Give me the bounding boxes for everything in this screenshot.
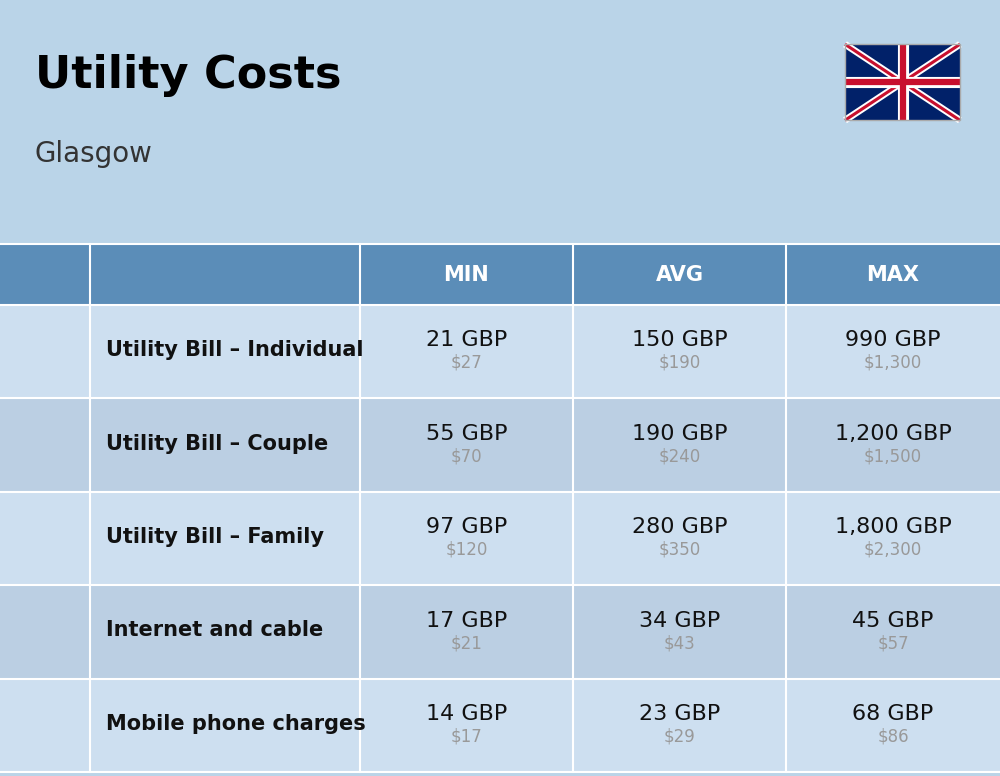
Text: 23 GBP: 23 GBP xyxy=(639,704,720,724)
Text: MAX: MAX xyxy=(866,265,919,285)
Text: 1,200 GBP: 1,200 GBP xyxy=(835,424,951,444)
Text: 55 GBP: 55 GBP xyxy=(426,424,507,444)
Text: $1,300: $1,300 xyxy=(864,354,922,372)
Text: Utility Bill – Individual: Utility Bill – Individual xyxy=(106,340,364,360)
Text: 45 GBP: 45 GBP xyxy=(852,611,934,631)
Bar xyxy=(845,44,960,120)
Text: $120: $120 xyxy=(445,541,488,559)
Text: 21 GBP: 21 GBP xyxy=(426,331,507,351)
Text: MIN: MIN xyxy=(444,265,489,285)
Text: Glasgow: Glasgow xyxy=(35,140,153,168)
Bar xyxy=(0,398,1000,492)
Text: 68 GBP: 68 GBP xyxy=(852,704,934,724)
Text: Utility Bill – Family: Utility Bill – Family xyxy=(106,527,324,547)
Text: $43: $43 xyxy=(664,634,695,652)
Text: 150 GBP: 150 GBP xyxy=(632,331,727,351)
Bar xyxy=(0,679,1000,772)
Text: Utility Costs: Utility Costs xyxy=(35,54,342,97)
Text: $2,300: $2,300 xyxy=(864,541,922,559)
Text: 14 GBP: 14 GBP xyxy=(426,704,507,724)
Bar xyxy=(0,305,1000,398)
Text: $57: $57 xyxy=(877,634,909,652)
Bar xyxy=(845,44,960,120)
Text: Internet and cable: Internet and cable xyxy=(106,621,323,640)
Text: $190: $190 xyxy=(658,354,701,372)
Text: 97 GBP: 97 GBP xyxy=(426,518,507,537)
Text: Utility Bill – Couple: Utility Bill – Couple xyxy=(106,434,328,453)
Text: $240: $240 xyxy=(658,447,701,466)
Text: $1,500: $1,500 xyxy=(864,447,922,466)
Text: $27: $27 xyxy=(451,354,482,372)
Text: 190 GBP: 190 GBP xyxy=(632,424,727,444)
Text: 17 GBP: 17 GBP xyxy=(426,611,507,631)
Text: 1,800 GBP: 1,800 GBP xyxy=(835,518,951,537)
Text: $17: $17 xyxy=(451,728,482,746)
Text: 990 GBP: 990 GBP xyxy=(845,331,941,351)
Text: 34 GBP: 34 GBP xyxy=(639,611,720,631)
Bar xyxy=(0,244,1000,305)
Text: $86: $86 xyxy=(877,728,909,746)
Bar xyxy=(0,492,1000,585)
Text: AVG: AVG xyxy=(656,265,704,285)
Text: $29: $29 xyxy=(664,728,695,746)
Text: 280 GBP: 280 GBP xyxy=(632,518,727,537)
Text: $70: $70 xyxy=(451,447,482,466)
Text: $21: $21 xyxy=(451,634,482,652)
Text: $350: $350 xyxy=(658,541,701,559)
Bar xyxy=(0,585,1000,679)
Text: Mobile phone charges: Mobile phone charges xyxy=(106,714,366,734)
